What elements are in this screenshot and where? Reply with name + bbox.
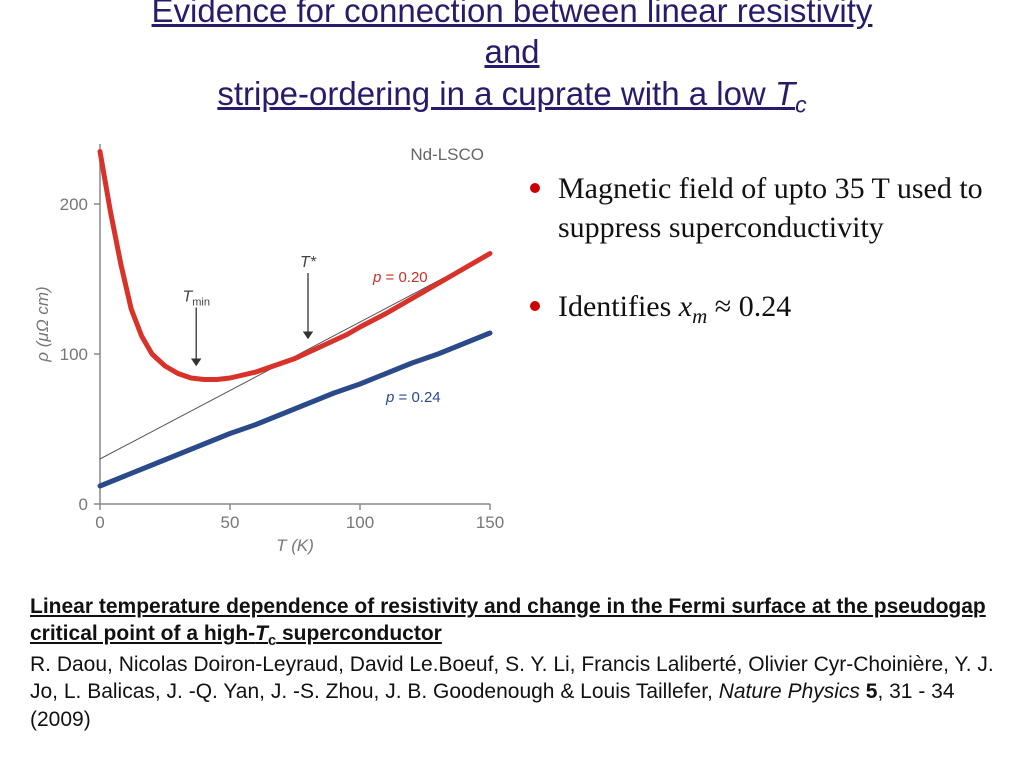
b2-sym: x [679,290,692,323]
svg-text:T*: T* [300,254,317,271]
chart-svg: 0 50 100 150 0 100 200 T (K) ρ (μΩ cm) Nd-LSCO p =… [30,129,510,559]
bullet-2: Identifies xm ≈ 0.24 [530,287,1004,330]
cite-tc: T [255,622,268,645]
bullet-dot-icon [530,301,540,311]
title-line1: Evidence for connection between linear r… [152,0,873,29]
svg-text:100: 100 [60,345,88,364]
title-tc: T [775,75,795,112]
cite-title-pre: Linear temperature dependence of resisti… [30,595,986,645]
bullet-dot-icon [530,183,540,193]
citation-volume: 5 [866,680,878,703]
b2-sub: m [692,304,707,328]
bullet-list: Magnetic field of upto 35 T used to supp… [530,129,1004,559]
svg-text:200: 200 [60,195,88,214]
svg-text:Nd-LSCO: Nd-LSCO [410,145,484,164]
svg-text:100: 100 [346,513,374,532]
svg-text:T (K): T (K) [276,536,314,555]
svg-text:ρ (μΩ cm): ρ (μΩ cm) [33,286,52,362]
b2-pre: Identifies [558,290,679,323]
svg-text:0: 0 [95,513,104,532]
title-line3-pre: stripe-ordering in a cuprate with a low [217,75,775,112]
slide-title: Evidence for connection between linear r… [0,0,1024,129]
title-line2: and [484,33,539,70]
svg-text:150: 150 [476,513,504,532]
svg-text:50: 50 [221,513,240,532]
citation-block: Linear temperature dependence of resisti… [30,593,994,733]
content-row: 0 50 100 150 0 100 200 T (K) ρ (μΩ cm) Nd-LSCO p =… [0,129,1024,559]
citation-journal: Nature Physics [719,680,860,703]
svg-text:Tmin: Tmin [182,288,210,308]
svg-text:0: 0 [79,495,88,514]
title-tc-sub: c [795,91,807,117]
cite-tc-sub: c [268,633,276,649]
bullet-1-text: Magnetic field of upto 35 T used to supp… [558,169,1004,247]
citation-title: Linear temperature dependence of resisti… [30,595,986,645]
bullet-1: Magnetic field of upto 35 T used to supp… [530,169,1004,247]
resistivity-chart: 0 50 100 150 0 100 200 T (K) ρ (μΩ cm) Nd-LSCO p =… [30,129,510,559]
svg-text:p = 0.24: p = 0.24 [385,389,441,406]
svg-text:p = 0.20: p = 0.20 [372,269,428,286]
cite-title-post: superconductor [276,622,442,645]
bullet-2-text: Identifies xm ≈ 0.24 [558,287,791,330]
b2-rest: ≈ 0.24 [707,290,791,323]
